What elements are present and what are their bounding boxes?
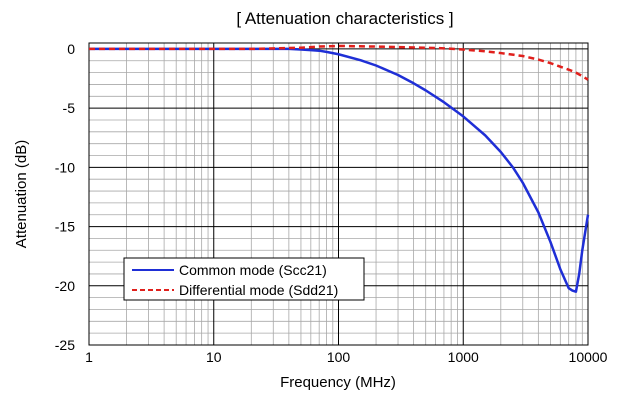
- x-axis-label: Frequency (MHz): [280, 374, 396, 391]
- x-tick-label: 100: [327, 349, 351, 365]
- x-axis-ticks: 1 10 100 1000 10000: [85, 349, 608, 365]
- legend-box: [123, 257, 365, 301]
- x-tick-label: 10000: [569, 349, 608, 365]
- y-tick-label: -15: [55, 219, 75, 235]
- y-tick-label: -20: [55, 278, 75, 294]
- y-tick-label: -10: [55, 159, 75, 175]
- x-tick-label: 10: [206, 349, 222, 365]
- series-line-differential-mode: [89, 44, 589, 81]
- legend-label-common-mode: Common mode (Scc21): [179, 262, 327, 278]
- x-tick-label: 1: [85, 349, 93, 365]
- y-tick-label: -5: [63, 100, 76, 116]
- series-layer: [89, 44, 590, 293]
- chart-title: [ Attenuation characteristics ]: [236, 9, 453, 28]
- legend-label-differential-mode: Differential mode (Sdd21): [179, 282, 338, 298]
- x-tick-label: 1000: [448, 349, 479, 365]
- y-axis-label: Attenuation (dB): [13, 140, 30, 248]
- legend: Common mode (Scc21) Differential mode (S…: [123, 257, 365, 301]
- y-axis-ticks: 0 -5 -10 -15 -20 -25: [55, 41, 75, 353]
- plot-area-frame: [88, 42, 589, 346]
- series-line-common-mode: [89, 47, 590, 293]
- y-tick-label: 0: [67, 41, 75, 57]
- y-tick-label: -25: [55, 337, 75, 353]
